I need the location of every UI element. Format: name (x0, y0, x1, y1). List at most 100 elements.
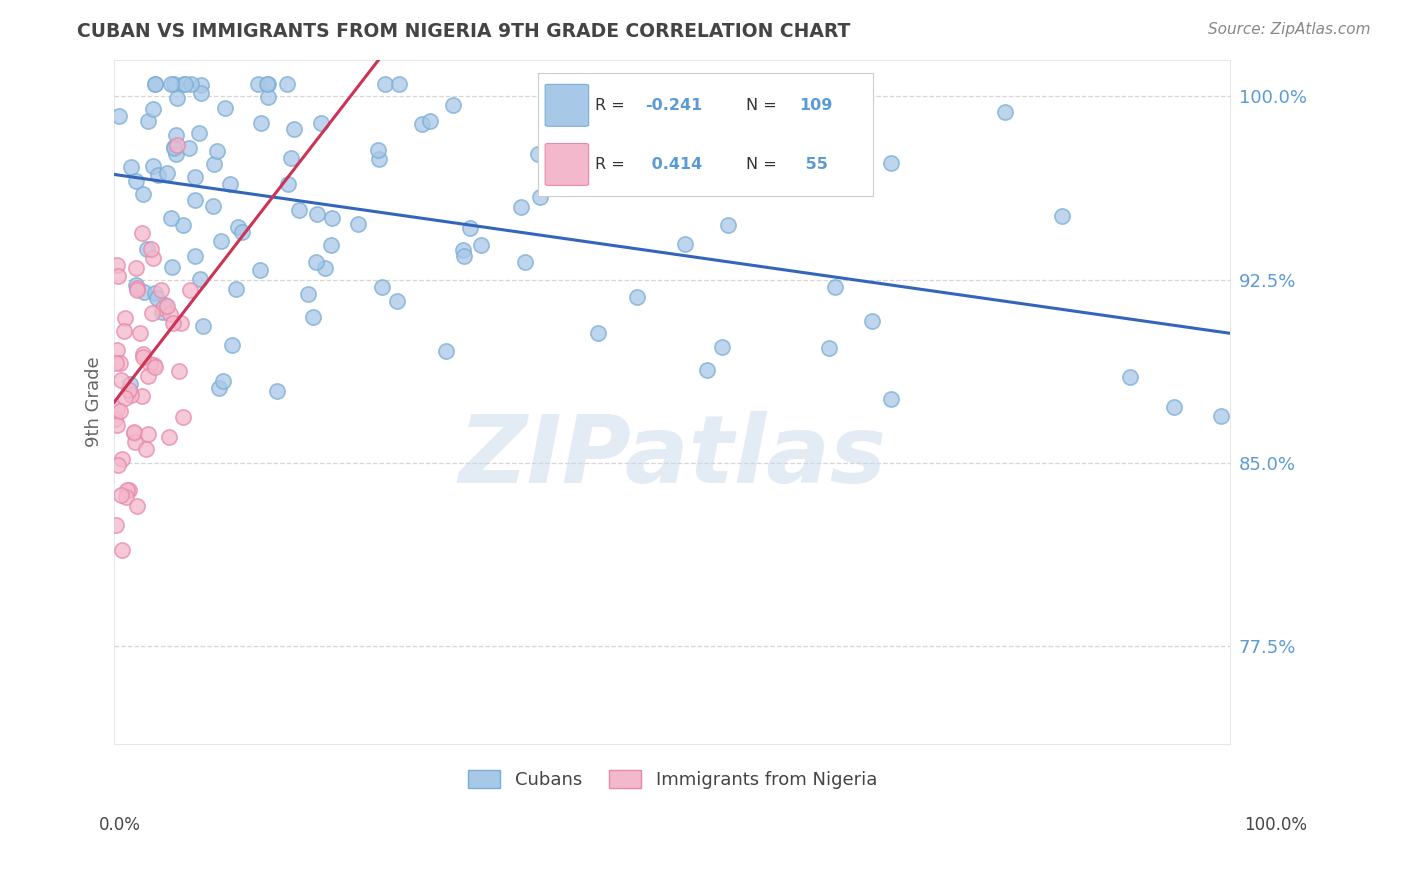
Point (1163, 401, 1185, 415)
Point (131, 347, 153, 361)
Point (190, 86, 212, 100)
Point (107, 458, 129, 472)
Point (163, 140, 186, 154)
Point (717, 218, 740, 232)
Point (172, 410, 194, 425)
Point (139, 242, 162, 256)
Point (142, 359, 165, 373)
Point (346, 217, 368, 231)
Point (860, 314, 883, 328)
Point (136, 114, 159, 128)
Point (367, 153, 389, 167)
Point (411, 117, 433, 131)
Point (105, 418, 128, 433)
Point (105, 343, 128, 357)
Point (132, 350, 155, 364)
Point (162, 317, 184, 331)
Point (419, 114, 441, 128)
Point (124, 435, 146, 450)
Point (124, 425, 146, 440)
Point (321, 211, 343, 226)
Point (225, 282, 247, 296)
Point (129, 326, 152, 340)
Point (108, 109, 131, 123)
Point (122, 425, 145, 440)
Point (110, 373, 132, 387)
Point (132, 186, 155, 201)
Point (170, 316, 193, 330)
Point (283, 121, 305, 136)
Point (180, 77, 202, 91)
Point (143, 77, 166, 91)
Point (256, 77, 278, 91)
Point (1050, 209, 1073, 223)
Point (135, 442, 157, 456)
Point (104, 412, 127, 426)
Point (277, 177, 299, 191)
Point (152, 301, 174, 316)
Point (108, 404, 131, 418)
Point (190, 78, 212, 93)
Point (112, 324, 135, 338)
Text: 100.0%: 100.0% (1244, 816, 1308, 834)
Point (105, 258, 128, 272)
Point (165, 147, 187, 161)
Point (374, 77, 396, 91)
Point (159, 307, 181, 321)
Point (143, 286, 166, 301)
Point (131, 388, 153, 402)
Point (105, 356, 128, 370)
Point (153, 298, 176, 312)
Point (160, 211, 183, 225)
Point (280, 151, 302, 165)
Point (136, 369, 159, 384)
Point (125, 499, 148, 513)
Point (208, 381, 231, 395)
Point (169, 364, 191, 378)
Point (173, 77, 195, 91)
Point (155, 166, 177, 180)
Point (184, 193, 207, 207)
Point (136, 427, 159, 442)
Point (114, 391, 136, 405)
Point (149, 283, 172, 297)
Text: Source: ZipAtlas.com: Source: ZipAtlas.com (1208, 22, 1371, 37)
Point (131, 227, 153, 241)
Point (824, 280, 846, 294)
Point (150, 305, 173, 319)
Point (451, 243, 474, 257)
Point (165, 128, 187, 143)
Point (211, 374, 233, 388)
Point (105, 401, 128, 416)
Point (453, 249, 475, 263)
Point (146, 168, 169, 182)
Point (114, 311, 136, 326)
Point (830, 151, 852, 165)
Point (110, 488, 132, 502)
Point (139, 357, 162, 371)
Point (470, 237, 492, 252)
Point (118, 384, 141, 398)
Point (117, 483, 139, 497)
Point (110, 356, 132, 370)
Point (111, 452, 134, 467)
Point (107, 269, 129, 284)
Point (266, 384, 288, 399)
Point (371, 280, 394, 294)
Point (111, 542, 134, 557)
Text: CUBAN VS IMMIGRANTS FROM NIGERIA 9TH GRADE CORRELATION CHART: CUBAN VS IMMIGRANTS FROM NIGERIA 9TH GRA… (77, 22, 851, 41)
Point (509, 200, 531, 214)
Point (136, 242, 159, 256)
Point (297, 287, 319, 301)
Point (231, 225, 253, 239)
Text: 0.0%: 0.0% (98, 816, 141, 834)
Point (307, 207, 329, 221)
Point (586, 326, 609, 340)
Point (388, 77, 411, 91)
Point (218, 177, 240, 191)
Point (166, 138, 188, 153)
Point (249, 263, 271, 277)
Point (529, 190, 551, 204)
Point (201, 199, 224, 213)
Point (250, 116, 273, 130)
